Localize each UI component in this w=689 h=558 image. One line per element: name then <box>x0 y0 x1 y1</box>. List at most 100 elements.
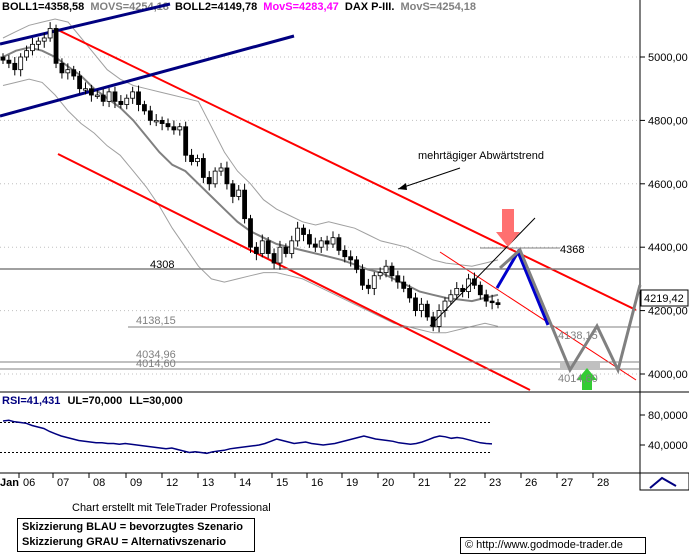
movs3-label: MovS=4254,18 <box>400 1 476 13</box>
rsi-tick-label: 40,0000 <box>648 440 688 452</box>
date-tick-label: 06 <box>23 477 35 489</box>
rsi-value-label: RSI=41,431 <box>2 395 60 407</box>
date-tick-label: 28 <box>597 477 609 489</box>
candle-body <box>377 272 383 277</box>
last-price-label: 4219,42 <box>644 293 684 305</box>
candle-body <box>100 94 106 102</box>
candle-body <box>142 104 147 112</box>
candle-body <box>424 303 430 318</box>
level-4138-right-label: 4138,15 <box>558 330 598 342</box>
candle-body <box>360 268 365 286</box>
candle-body <box>448 294 454 302</box>
candle-body <box>248 218 253 248</box>
candle-body <box>94 94 100 97</box>
candle-body <box>177 126 183 131</box>
candle-body <box>41 37 47 42</box>
candle-body <box>336 237 342 251</box>
candle-body <box>289 240 295 254</box>
candle-body <box>413 297 418 312</box>
level-4308-label: 4308 <box>150 259 174 271</box>
date-axis: Jan 06 07 08 09 12 13 14 15 16 19 20 21 22 23 26 27 28 <box>0 473 609 489</box>
candle-body <box>407 288 413 299</box>
candle-body <box>342 249 348 258</box>
candle-body <box>88 88 94 96</box>
candle-body <box>53 28 59 64</box>
level-4014-right-label: 4014,60 <box>558 373 598 385</box>
rsi-ll-label: LL=30,000 <box>129 395 183 407</box>
movs2-label: MovS=4283,47 <box>263 1 339 13</box>
navy-upper-trendline <box>0 2 171 46</box>
candle-body <box>430 316 436 327</box>
price-tick-label: 4000,00 <box>648 369 688 381</box>
rsi-header: RSI=41,431 UL=70,000 LL=30,000 <box>2 395 183 407</box>
candle-body <box>283 246 289 254</box>
support-zone <box>560 362 600 370</box>
candle-body <box>307 234 312 245</box>
boll2-label: BOLL2=4149,78 <box>175 1 257 13</box>
date-tick-label: 16 <box>311 477 323 489</box>
date-tick-label: 21 <box>418 477 430 489</box>
chart-credit: Chart erstellt mit TeleTrader Profession… <box>72 502 271 514</box>
candle-body <box>301 227 306 235</box>
website-url: http://www.godmode-trader.de <box>476 539 623 551</box>
candle-body <box>259 240 265 254</box>
price-tick-label: 5000,00 <box>648 52 688 64</box>
website-link[interactable]: © http://www.godmode-trader.de <box>460 537 646 554</box>
candle-body <box>124 97 130 105</box>
channel-lower-trendline <box>57 153 531 391</box>
candle-body <box>30 43 35 52</box>
date-tick-label: 26 <box>525 477 537 489</box>
candle-body <box>112 91 118 102</box>
level-4138-label: 4138,15 <box>136 315 176 327</box>
candle-body <box>242 189 248 220</box>
candle-body <box>312 243 318 248</box>
bollinger-lower-line <box>2 78 499 334</box>
candle-body <box>189 154 194 163</box>
candle-body <box>383 265 389 273</box>
rsi-tick-label: 80,0000 <box>648 410 688 422</box>
price-tick-label: 4800,00 <box>648 115 688 127</box>
copyright-icon: © <box>465 539 474 551</box>
candle-body <box>483 294 489 302</box>
date-tick-label: 23 <box>489 477 501 489</box>
rsi-panel: 40,0000 80,0000 <box>0 410 688 455</box>
instrument-label: DAX P-III. <box>345 1 395 13</box>
candle-body <box>271 253 277 264</box>
candle-body <box>171 126 177 131</box>
date-tick-label: 19 <box>346 477 358 489</box>
candle-body <box>324 240 330 245</box>
corner-tool-icon <box>649 476 677 489</box>
rsi-ul-label: UL=70,000 <box>67 395 122 407</box>
level-4034-label: 4034,96 <box>136 349 176 361</box>
candle-body <box>77 75 83 90</box>
rsi-line <box>2 419 493 455</box>
price-tick-label: 4400,00 <box>648 242 688 254</box>
candle-body <box>495 302 501 305</box>
candle-body <box>265 240 271 254</box>
last-price-box <box>640 289 689 307</box>
candle-body <box>35 40 41 45</box>
corner-tool-button[interactable] <box>639 472 689 491</box>
candle-body <box>318 240 324 248</box>
date-tick-label: 14 <box>239 477 251 489</box>
candle-body <box>200 158 206 178</box>
candle-body <box>295 227 301 242</box>
date-tick-label: 27 <box>561 477 573 489</box>
price-axis: 4000,00 4200,00 4400,00 4600,00 4800,00 5000,… <box>640 52 688 381</box>
candle-body <box>218 167 224 172</box>
scenario-legend-box: Skizzierung BLAU = bevorzugtes Szenario … <box>17 518 255 552</box>
chart-header: BOLL1=4358,58 MOVS=4254,18 BOLL2=4149,78… <box>2 1 476 13</box>
boll1-label: BOLL1=4358,58 <box>2 1 84 13</box>
date-tick-label: 13 <box>202 477 214 489</box>
channel-upper-trendline <box>57 29 637 311</box>
candle-body <box>183 126 189 156</box>
blue-scenario-note: Skizzierung BLAU = bevorzugtes Szenario <box>22 521 243 533</box>
date-tick-label: 07 <box>57 477 69 489</box>
candle-body <box>330 237 336 245</box>
recovery-trendline <box>429 217 536 327</box>
date-tick-label: 15 <box>276 477 288 489</box>
candle-body <box>418 303 424 312</box>
candle-body <box>159 120 165 124</box>
candle-body <box>466 278 471 292</box>
